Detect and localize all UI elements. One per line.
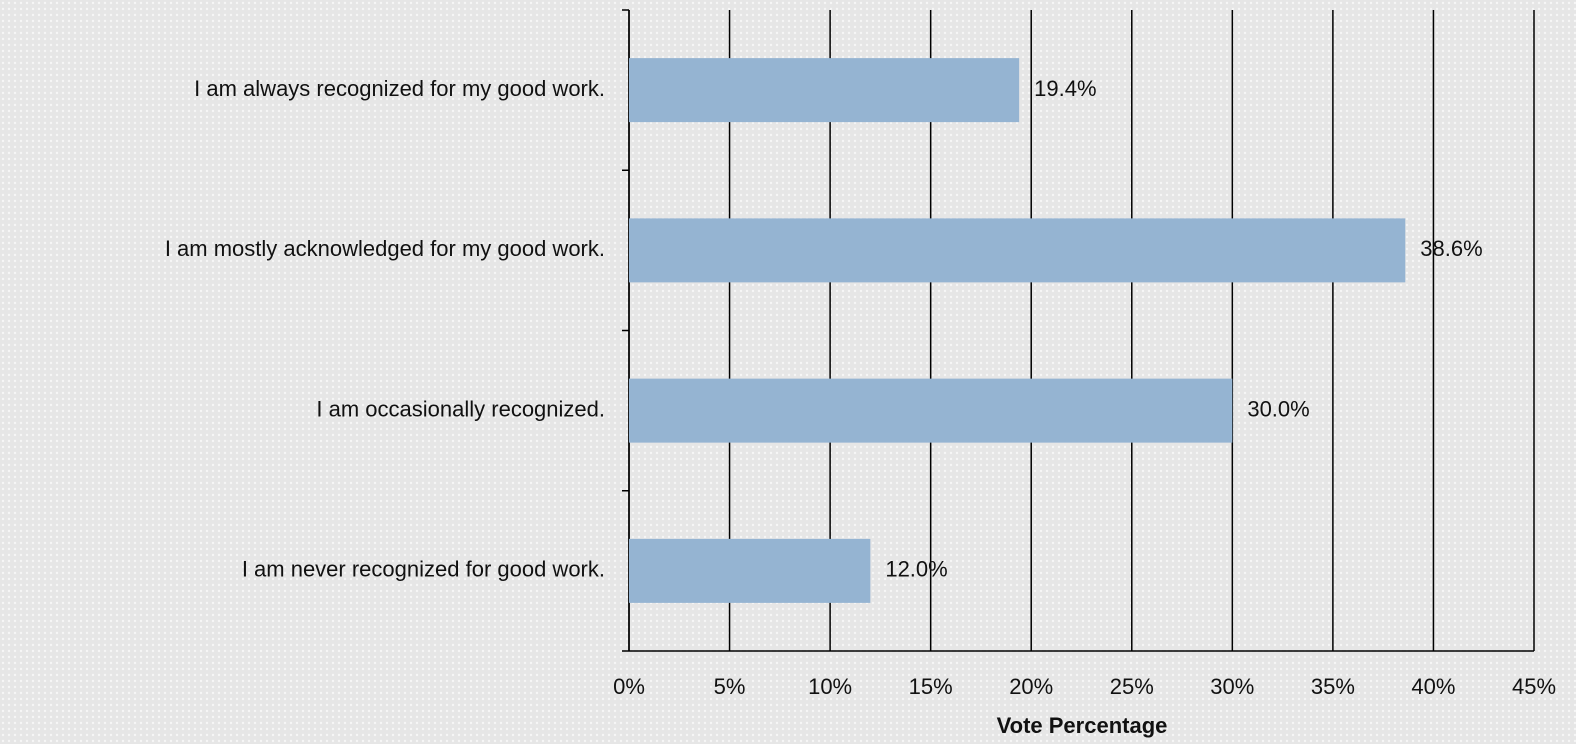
x-tick-label: 35% xyxy=(1311,674,1355,699)
x-tick-label: 20% xyxy=(1009,674,1053,699)
y-tick-label: I am never recognized for good work. xyxy=(242,557,605,582)
value-label: 30.0% xyxy=(1247,396,1309,421)
bar xyxy=(629,538,871,603)
x-axis-label: Vote Percentage xyxy=(997,713,1168,738)
y-tick-label: I am always recognized for my good work. xyxy=(194,76,605,101)
value-label: 38.6% xyxy=(1420,236,1482,261)
y-tick-label: I am mostly acknowledged for my good wor… xyxy=(165,236,605,261)
x-tick-label: 45% xyxy=(1512,674,1556,699)
x-tick-label: 15% xyxy=(909,674,953,699)
bar xyxy=(629,218,1406,283)
x-tick-label: 30% xyxy=(1210,674,1254,699)
bar xyxy=(629,58,1020,123)
x-tick-label: 5% xyxy=(714,674,746,699)
x-tick-label: 40% xyxy=(1411,674,1455,699)
x-tick-label: 0% xyxy=(613,674,645,699)
bar xyxy=(629,378,1233,443)
x-tick-label: 25% xyxy=(1110,674,1154,699)
x-tick-label: 10% xyxy=(808,674,852,699)
value-label: 12.0% xyxy=(885,557,947,582)
value-label: 19.4% xyxy=(1034,76,1096,101)
y-tick-label: I am occasionally recognized. xyxy=(316,396,605,421)
